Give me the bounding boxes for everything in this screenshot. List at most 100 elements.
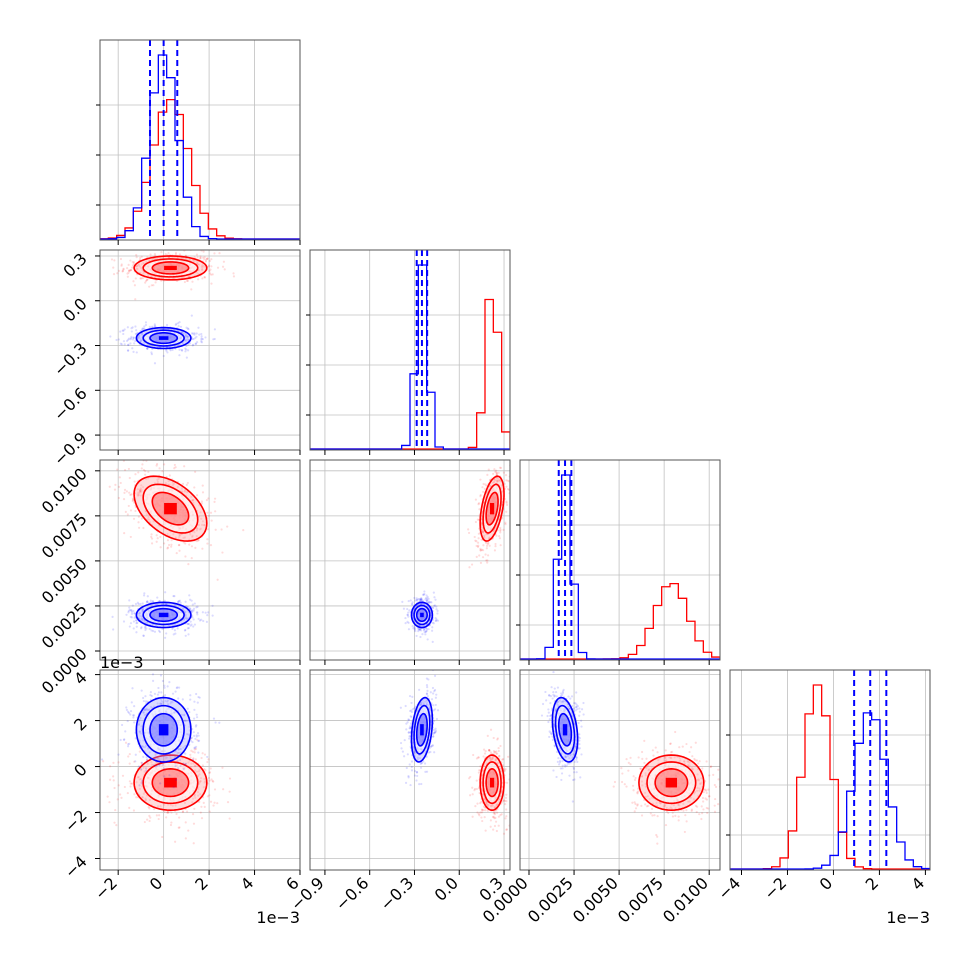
scatter-point: [144, 321, 148, 324]
scatter-point: [406, 613, 409, 616]
scatter-point: [198, 619, 202, 622]
scatter-point: [411, 601, 414, 604]
scatter-point: [128, 742, 131, 745]
scatter-point: [137, 775, 140, 779]
scatter-point: [210, 258, 213, 261]
scatter-point: [498, 754, 501, 757]
scatter-point: [196, 605, 199, 608]
scatter-point: [170, 700, 173, 703]
scatter-point: [195, 611, 198, 614]
scatter-point: [226, 525, 229, 528]
scatter-point: [190, 736, 194, 739]
scatter-point: [122, 498, 126, 501]
scatter-point: [192, 822, 196, 825]
scatter-point: [432, 728, 436, 731]
scatter-point: [494, 750, 497, 754]
scatter-point: [126, 326, 129, 329]
scatter-point: [213, 252, 216, 255]
scatter-point: [499, 526, 502, 529]
scatter-point: [492, 736, 495, 740]
scatter-point: [115, 338, 118, 342]
scatter-point: [153, 362, 157, 365]
scatter-point: [506, 479, 509, 482]
scatter-point: [138, 784, 141, 787]
scatter-point: [189, 533, 192, 536]
scatter-point: [130, 327, 133, 330]
scatter-point: [503, 799, 507, 802]
scatter-point: [189, 607, 192, 610]
scatter-point: [480, 808, 484, 811]
scatter-point: [400, 747, 403, 750]
scatter-point: [132, 609, 135, 613]
scatter-point: [409, 715, 412, 718]
scatter-point: [135, 625, 138, 628]
scatter-point: [187, 829, 190, 832]
scatter-point: [118, 476, 121, 479]
scatter-point: [130, 335, 133, 338]
scatter-point: [172, 533, 175, 536]
scatter-point: [479, 547, 482, 550]
scatter-point: [482, 809, 485, 812]
scatter-point: [166, 699, 170, 702]
scatter-point: [171, 701, 174, 704]
scatter-point: [129, 337, 133, 340]
scatter-point: [203, 767, 206, 771]
scatter-point: [179, 534, 182, 537]
density-core: [490, 777, 495, 788]
scatter-point: [228, 817, 231, 820]
scatter-point: [137, 491, 140, 494]
scatter-point: [123, 785, 126, 789]
scatter-point: [178, 354, 181, 357]
scatter-point: [140, 761, 143, 765]
scatter-point: [172, 633, 175, 636]
scatter-point: [164, 602, 167, 606]
scatter-point: [152, 520, 155, 523]
scatter-point: [199, 780, 202, 783]
scatter-point: [210, 265, 213, 268]
scatter-point: [408, 763, 411, 766]
scatter-point: [182, 618, 186, 621]
scatter-point: [184, 628, 187, 632]
scatter-point: [482, 530, 485, 533]
scatter-point: [197, 739, 201, 742]
scatter-point: [146, 347, 149, 350]
scatter-point: [204, 611, 207, 614]
scatter-point: [195, 724, 198, 727]
scatter-point: [493, 806, 496, 809]
scatter-point: [193, 794, 196, 797]
scatter-point: [106, 795, 109, 798]
scatter-point: [129, 269, 132, 272]
scatter-point: [145, 260, 148, 263]
scatter-point: [156, 702, 159, 705]
scatter-point: [124, 510, 127, 513]
scatter-point: [142, 711, 145, 714]
scatter-point: [191, 499, 195, 502]
scatter-point: [166, 685, 169, 688]
scatter-plot-area: [100, 670, 300, 870]
scatter-point: [482, 544, 485, 547]
scatter-point: [200, 500, 204, 503]
scatter-point: [146, 621, 149, 625]
scatter-point: [483, 536, 486, 539]
scatter-point: [480, 521, 483, 525]
scatter-point: [160, 702, 163, 706]
scatter-point: [201, 266, 204, 269]
scatter-point: [138, 730, 141, 734]
scatter-point: [473, 787, 477, 791]
scatter-point: [197, 326, 200, 329]
scatter-point: [184, 600, 187, 603]
scatter-point: [212, 338, 215, 341]
scatter-point: [130, 701, 133, 704]
scatter-point: [195, 734, 198, 737]
scatter-point: [174, 690, 177, 693]
scatter-point: [185, 483, 188, 486]
scatter-point: [496, 480, 499, 483]
scatter-point: [193, 332, 196, 335]
scatter-point: [208, 259, 211, 263]
scatter-point: [475, 540, 478, 543]
scatter-point: [183, 490, 186, 493]
scatter-point: [193, 623, 197, 626]
scatter-point: [213, 788, 217, 791]
scatter-point: [161, 763, 164, 766]
scatter-point: [180, 487, 184, 490]
